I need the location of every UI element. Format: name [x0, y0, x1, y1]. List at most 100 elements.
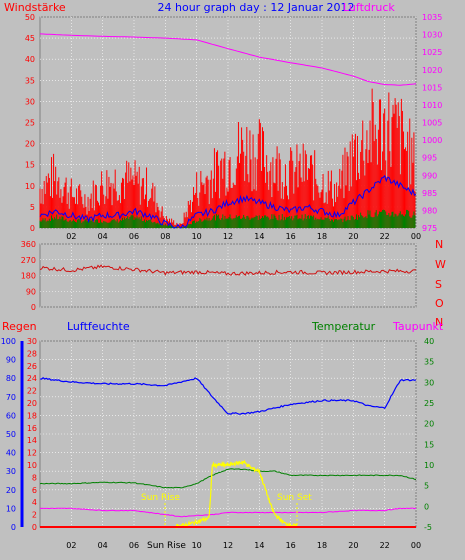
- temperature-tick-label: 25: [424, 399, 434, 408]
- rain-tick-label: 18: [27, 411, 37, 420]
- direction-line: [39, 264, 417, 276]
- humidity-tick-label: 0: [11, 523, 16, 532]
- wind-tick-label: 30: [25, 97, 35, 106]
- luftfeuchte-label: Luftfeuchte: [67, 320, 130, 333]
- rain-tick-label: 16: [27, 424, 37, 433]
- average-wind-line: [39, 174, 417, 229]
- wind-axis-ticks: 0 5 10 15 20 25 30 35 40 45 50: [25, 13, 35, 233]
- direction-tick-label: 0: [31, 303, 36, 312]
- wind-time-label: 16: [286, 232, 296, 241]
- climate-time-label: 10: [192, 541, 202, 550]
- climate-panel-grid: [40, 340, 417, 528]
- wind-time-label: 10: [192, 232, 202, 241]
- sun-rise-axis-label: Sun Rise: [147, 541, 186, 551]
- rain-tick-label: 22: [27, 387, 37, 396]
- wind-time-label: 14: [254, 232, 264, 241]
- humidity-tick-label: 30: [6, 467, 16, 476]
- climate-time-label: 18: [317, 541, 327, 550]
- pressure-tick-label: 1030: [422, 31, 442, 40]
- climate-time-label: 04: [98, 541, 108, 550]
- wind-tick-label: 5: [30, 203, 35, 212]
- humidity-tick-label: 90: [6, 356, 16, 365]
- humidity-tick-label: 20: [6, 486, 16, 495]
- rain-tick-label: 24: [27, 374, 37, 383]
- pressure-tick-label: 975: [422, 224, 437, 233]
- rain-tick-label: 28: [27, 349, 37, 358]
- humidity-tick-label: 70: [6, 393, 16, 402]
- direction-panel-frame: [39, 243, 417, 308]
- temperatur-label: Temperatur: [311, 320, 376, 333]
- climate-time-label: 16: [286, 541, 296, 550]
- pressure-tick-label: 1005: [422, 119, 442, 128]
- wind-time-label: 18: [317, 232, 327, 241]
- rain-tick-label: 0: [32, 523, 37, 532]
- rain-tick-label: 10: [27, 461, 37, 470]
- climate-panel-series: [39, 377, 417, 529]
- wind-time-label: 22: [380, 232, 390, 241]
- temperature-tick-label: 40: [424, 337, 434, 346]
- pressure-tick-label: 995: [422, 154, 437, 163]
- climate-time-label: 14: [254, 541, 264, 550]
- wind-time-ticks: 02 04 06 08 10 12 14 16 18 20 22 00: [66, 232, 421, 241]
- pressure-tick-label: 1025: [422, 48, 442, 57]
- pressure-tick-label: 1010: [422, 101, 442, 110]
- wind-tick-label: 45: [25, 34, 35, 43]
- luftdruck-label: Luftdruck: [343, 1, 395, 14]
- temperature-tick-label: -5: [424, 523, 432, 532]
- compass-label: S: [435, 278, 442, 291]
- pressure-line: [39, 33, 417, 86]
- wind-time-label: 08: [160, 232, 170, 241]
- humidity-tick-label: 100: [1, 337, 16, 346]
- wind-tick-label: 0: [30, 224, 35, 233]
- graph-title: 24 hour graph day : 12 Januar 2012: [158, 1, 355, 14]
- direction-tick-label: 180: [21, 272, 36, 281]
- climate-time-label: 22: [380, 541, 390, 550]
- direction-axis-ticks: 0 90 180 270 360: [21, 240, 36, 312]
- wind-time-label: 00: [411, 232, 421, 241]
- temperature-tick-label: 35: [424, 358, 434, 367]
- rain-tick-label: 12: [27, 449, 37, 458]
- dewpoint-line: [39, 507, 417, 518]
- climate-time-label: 00: [411, 541, 421, 550]
- wind-tick-label: 10: [25, 182, 35, 191]
- temperature-tick-label: 20: [424, 420, 434, 429]
- climate-time-label: 06: [129, 541, 139, 550]
- wind-tick-label: 40: [25, 55, 35, 64]
- direction-tick-label: 90: [26, 287, 36, 296]
- humidity-tick-label: 80: [6, 374, 16, 383]
- direction-series: [39, 264, 417, 276]
- windstaerke-label: Windstärke: [4, 1, 66, 14]
- temperature-tick-label: 0: [424, 502, 429, 511]
- rain-tick-label: 2: [32, 511, 37, 520]
- rain-tick-label: 26: [27, 362, 37, 371]
- rain-tick-label: 6: [32, 486, 37, 495]
- pressure-tick-label: 1035: [422, 13, 442, 22]
- rain-tick-label: 14: [27, 436, 37, 445]
- wind-time-label: 06: [129, 232, 139, 241]
- compass-label: O: [435, 297, 444, 310]
- wind-time-label: 20: [348, 232, 358, 241]
- pressure-axis-ticks: 975 980 985 990 995 1000 1005 1010 1015 1020 1025 1…: [422, 13, 442, 233]
- rain-tick-label: 8: [32, 473, 37, 482]
- humidity-line: [39, 377, 417, 415]
- wind-tick-label: 50: [25, 13, 35, 22]
- rain-tick-label: 20: [27, 399, 37, 408]
- taupunkt-label: Taupunkt: [392, 320, 444, 333]
- sun-rise-marker-label: Sun Rise: [141, 493, 180, 503]
- pressure-tick-label: 1000: [422, 136, 442, 145]
- regen-label: Regen: [2, 320, 37, 333]
- humidity-tick-label: 50: [6, 430, 16, 439]
- compass-label: W: [435, 258, 446, 271]
- pressure-tick-label: 980: [422, 206, 437, 215]
- humidity-tick-label: 10: [6, 504, 16, 513]
- pressure-tick-label: 990: [422, 171, 437, 180]
- temperature-tick-label: 15: [424, 440, 434, 449]
- humidity-tick-label: 40: [6, 449, 16, 458]
- temperature-tick-label: 30: [424, 378, 434, 387]
- pressure-tick-label: 1015: [422, 83, 442, 92]
- climate-time-ticks: 02 04 06 10 12 14 16 18 20 22 00: [66, 541, 421, 550]
- wind-tick-label: 25: [25, 119, 35, 128]
